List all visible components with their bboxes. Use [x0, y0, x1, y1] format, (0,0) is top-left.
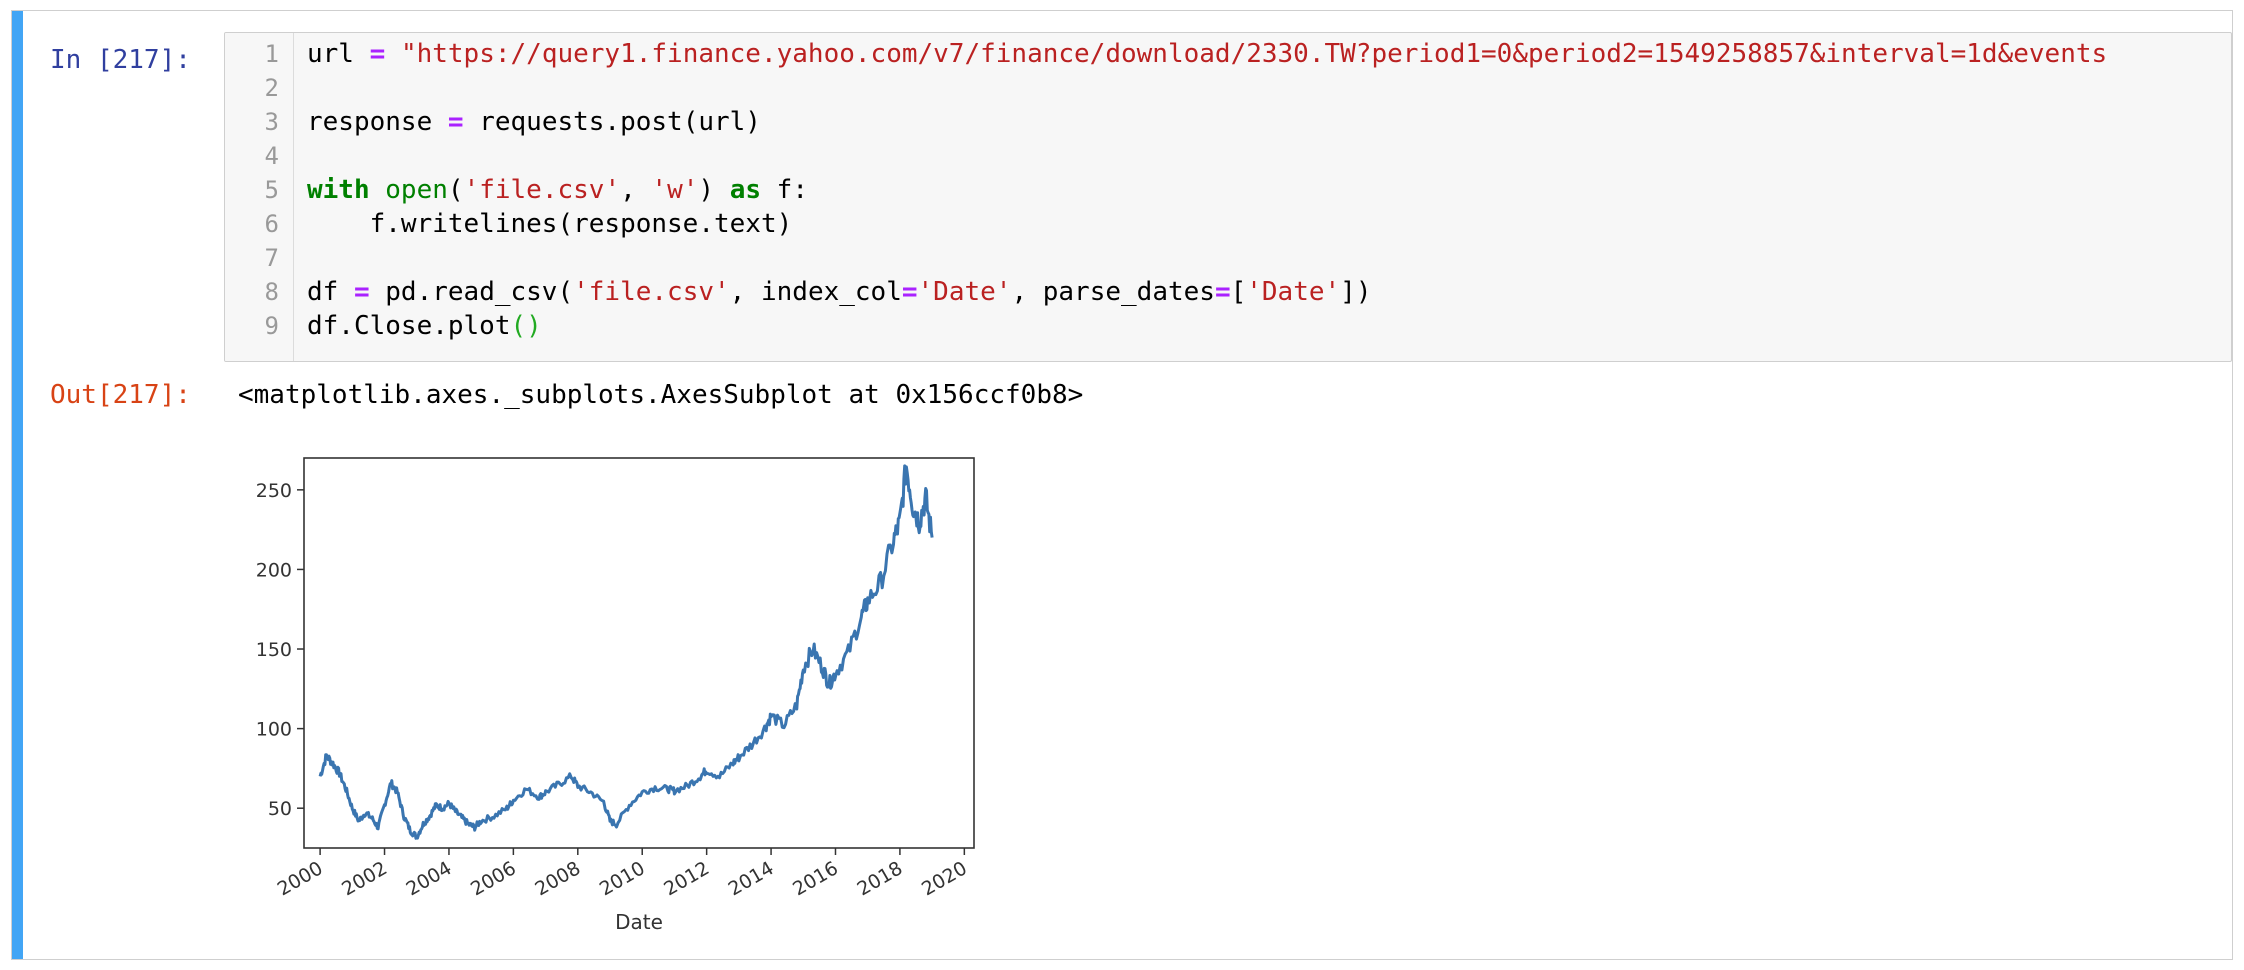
- x-axis-label: Date: [615, 910, 663, 934]
- output-prompt: Out[217]:: [50, 380, 191, 410]
- code-token: ,: [620, 175, 652, 205]
- x-tick-label: 2016: [789, 857, 842, 900]
- code-token: (): [510, 311, 542, 341]
- code-token: =: [901, 277, 918, 307]
- code-token: 'Date': [1246, 277, 1341, 307]
- x-tick-label: 2012: [660, 857, 713, 900]
- code-token: (: [447, 175, 464, 205]
- code-token: as: [729, 175, 762, 205]
- x-tick-label: 2004: [403, 857, 456, 900]
- x-tick-label: 2000: [274, 857, 327, 900]
- x-tick-label: 2006: [467, 857, 520, 900]
- code-token: pd.read_csv(: [369, 277, 574, 307]
- code-token: , index_col: [729, 277, 902, 307]
- code-token: df: [307, 277, 354, 307]
- code-line[interactable]: df = pd.read_csv('file.csv', index_col='…: [307, 275, 1371, 309]
- code-line[interactable]: df.Close.plot(): [307, 309, 542, 343]
- line-number: 8: [264, 278, 279, 306]
- line-number-gutter: 1 2 3 4 5 6 7 8 9: [225, 33, 294, 361]
- code-token: "https://query1.finance.yahoo.com/v7/fin…: [400, 39, 2108, 69]
- code-token: with: [307, 175, 370, 205]
- line-number: 7: [264, 244, 279, 272]
- line-number: 4: [264, 142, 279, 170]
- cell-selection-bar: [12, 11, 23, 959]
- close-price-line: [318, 464, 934, 840]
- code-token: [370, 175, 386, 205]
- code-token: [385, 39, 401, 69]
- code-token: df.Close.plot: [307, 311, 511, 341]
- code-editor[interactable]: 1 2 3 4 5 6 7 8 9 url = "https://query1.finance.…: [224, 32, 2232, 362]
- code-token: open: [385, 175, 448, 205]
- code-line[interactable]: f.writelines(response.text): [307, 207, 793, 241]
- x-tick-label: 2008: [531, 857, 584, 900]
- line-number: 6: [264, 210, 279, 238]
- x-tick-label: 2010: [596, 857, 649, 900]
- code-line[interactable]: with open('file.csv', 'w') as f:: [307, 173, 808, 207]
- notebook-cell[interactable]: In [217]: 1 2 3 4 5 6 7 8 9 url = "https://query…: [11, 10, 2233, 960]
- code-line[interactable]: response = requests.post(url): [307, 105, 761, 139]
- code-token: [: [1230, 277, 1247, 307]
- code-token: 'file.csv': [573, 277, 730, 307]
- code-token: =: [369, 39, 386, 69]
- output-text: <matplotlib.axes._subplots.AxesSubplot a…: [238, 380, 1084, 410]
- code-token: =: [447, 107, 464, 137]
- axes-frame: [303, 457, 975, 849]
- code-token: 'Date': [917, 277, 1012, 307]
- code-line[interactable]: url = "https://query1.finance.yahoo.com/…: [307, 37, 2107, 71]
- code-token: =: [1214, 277, 1231, 307]
- code-token: requests.post(url): [463, 107, 761, 137]
- code-token: f.writelines(response.text): [307, 209, 793, 239]
- line-number: 2: [264, 74, 279, 102]
- x-tick-label: 2002: [338, 857, 391, 900]
- line-number: 9: [264, 312, 279, 340]
- code-token: 'file.csv': [463, 175, 621, 205]
- code-token: f:: [761, 175, 808, 205]
- code-token: ): [698, 175, 730, 205]
- y-tick-label: 250: [256, 480, 292, 502]
- y-tick-label: 150: [256, 639, 292, 661]
- line-number: 1: [264, 40, 279, 68]
- code-token: ]): [1340, 277, 1372, 307]
- input-prompt: In [217]:: [50, 45, 191, 75]
- code-token: , parse_dates: [1011, 277, 1215, 307]
- line-number: 3: [264, 108, 279, 136]
- x-tick-label: 2014: [725, 857, 778, 900]
- code-token: response: [307, 107, 448, 137]
- line-number: 5: [264, 176, 279, 204]
- y-tick-label: 50: [268, 798, 292, 820]
- y-tick-label: 100: [256, 719, 292, 741]
- y-tick-label: 200: [256, 559, 292, 581]
- code-token: url: [307, 39, 370, 69]
- code-token: 'w': [651, 175, 699, 205]
- code-token: =: [353, 277, 370, 307]
- x-tick-label: 2018: [854, 857, 907, 900]
- x-tick-label: 2020: [918, 857, 971, 900]
- close-price-chart: 50 100 150 200 250 2000 2002 2004 2006 2008 2010 20…: [256, 457, 975, 934]
